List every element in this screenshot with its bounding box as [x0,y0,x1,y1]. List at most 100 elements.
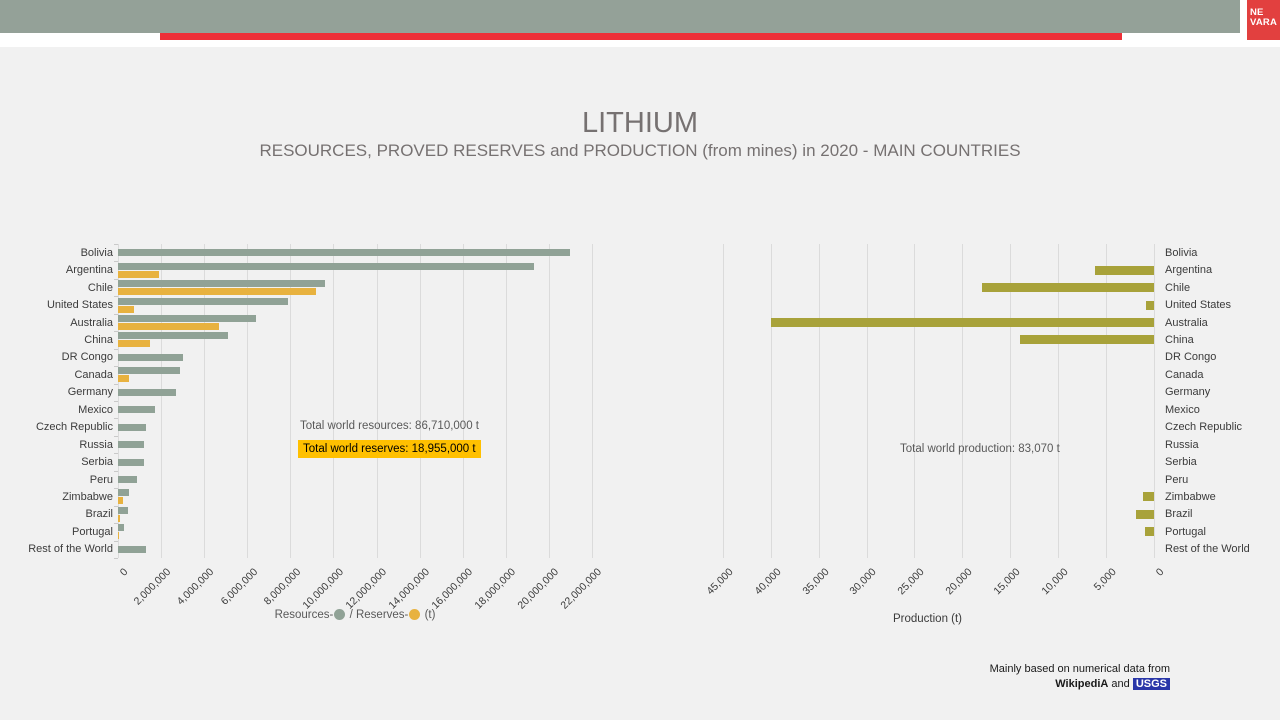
country-label: United States [1165,299,1232,312]
category-tick [114,244,118,245]
page-subtitle: RESOURCES, PROVED RESERVES and PRODUCTIO… [259,141,1021,160]
source-note: Mainly based on numerical data from Wiki… [990,662,1170,692]
category-tick [114,401,118,402]
x-tick-label: 25,000 [895,566,927,598]
country-label: Argentina [65,264,113,277]
category-tick [114,261,118,263]
legend-resources-label: Resources- [274,609,334,621]
bar-production [1142,492,1154,502]
bar-resources [118,489,129,497]
production-axis-title: Production (t) [892,613,963,625]
bar-resources [118,367,181,375]
country-label: Brazil [85,508,113,521]
bar-production [1019,335,1154,345]
category-tick [114,418,118,420]
gridline [1154,244,1155,558]
x-tick-label: 12,000,000 [343,566,390,612]
country-label: Czech Republic [1165,421,1243,434]
annotation-total-reserves: Total world reserves: 18,955,000 t [298,440,481,458]
country-label: Argentina [1165,264,1213,277]
bar-resources [118,458,144,466]
logo-line-2: VARA [1250,16,1278,28]
resources-dot-icon [334,609,346,620]
gridline [462,244,464,558]
logo-line-1: NE [1250,7,1264,18]
country-label: Chile [87,281,113,294]
country-label: Peru [89,473,113,486]
x-tick-label: 14,000,000 [386,566,433,612]
legend-reserves-label: Reserves- [355,609,409,621]
x-tick-label: 30,000 [847,566,880,598]
gridline [204,244,206,558]
gridline [770,244,772,558]
gridline [290,244,292,558]
country-label: Russia [1165,438,1199,451]
country-label: Bolivia [80,246,113,259]
bar-resources [118,262,534,270]
category-tick [114,435,118,437]
wikipedia-label: WikipediA [1055,678,1109,690]
country-label: Russia [79,438,113,451]
page-background [0,47,1280,720]
x-tick-label: 10,000,000 [300,566,346,612]
category-tick [114,453,118,455]
bar-production [770,318,1154,327]
x-tick-label: 4,000,000 [175,566,217,608]
country-label: Serbia [1165,456,1197,469]
bar-reserves [118,305,135,313]
gridline [914,244,916,558]
category-tick [114,540,118,542]
legend-unit-label: (t) [421,609,436,621]
gridline [376,244,378,558]
gridline [505,244,507,558]
x-tick-label: 10,000 [1039,566,1071,598]
x-tick-label: 15,000 [991,566,1023,598]
bar-reserves [118,340,151,348]
bar-resources [118,249,571,257]
x-tick-label: 2,000,000 [132,566,174,608]
category-tick [114,348,118,350]
bar-resources [118,545,146,553]
bar-reserves [118,497,123,505]
x-tick-label: 22,000,000 [558,566,605,612]
country-label: Mexico [78,403,113,416]
category-tick [114,313,118,315]
gridline [722,244,724,558]
bar-resources [118,406,155,414]
bar-reserves [118,323,220,330]
gridline [962,244,964,558]
bar-production [1145,527,1154,537]
gridline [592,244,593,558]
country-label: Portugal [1165,525,1206,538]
country-label: Mexico [1165,403,1200,416]
x-tick-label: 8,000,000 [261,566,303,608]
bar-reserves [118,532,120,540]
gridline [419,244,421,558]
bar-production [1135,509,1154,519]
bar-resources [118,353,183,361]
bar-reserves [118,288,317,296]
category-tick [114,470,118,472]
source-note-line1: Mainly based on numerical data from [989,663,1170,675]
country-label: Germany [67,386,113,399]
gridline [1058,244,1060,558]
bar-resources [118,524,124,532]
country-label: Zimbabwe [62,490,113,503]
bar-resources [118,441,144,449]
bar-resources [118,280,325,288]
category-tick [114,523,118,525]
x-tick-label: 0 [117,566,131,579]
bar-reserves [118,514,121,522]
bar-resources [118,315,256,322]
legend-separator: / [346,609,356,621]
country-label: Rest of the World [1165,543,1250,556]
nevara-logo: NE VARA [1247,0,1280,40]
bar-production [1145,300,1154,310]
country-label: Chile [1165,281,1191,294]
gridline [548,244,550,558]
country-label: DR Congo [1165,351,1217,364]
annotation-total-resources: Total world resources: 86,710,000 t [300,420,479,432]
bar-production [981,283,1154,293]
header-red-accent-bar [160,33,1122,40]
